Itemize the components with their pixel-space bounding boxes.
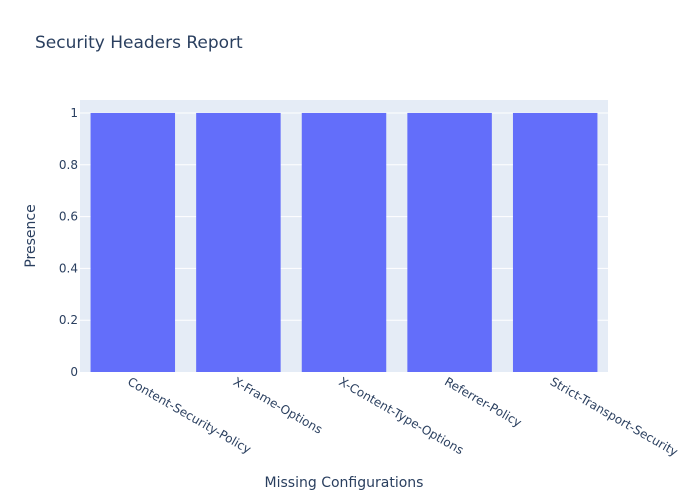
x-tick-label: X-Frame-Options <box>231 374 325 436</box>
bar[interactable] <box>301 112 387 372</box>
y-tick-label: 0.4 <box>59 261 78 275</box>
bars <box>90 112 598 372</box>
y-tick-label: 0.8 <box>59 158 78 172</box>
x-tick-label: Strict-Transport-Security <box>548 374 681 459</box>
bar[interactable] <box>196 112 281 372</box>
y-tick-label: 0.2 <box>59 313 78 327</box>
y-tick-label: 1 <box>70 106 78 120</box>
y-tick-label: 0 <box>70 365 78 379</box>
x-tick-label: Referrer-Policy <box>442 374 524 429</box>
bar[interactable] <box>407 112 492 372</box>
chart-title: Security Headers Report <box>35 33 243 53</box>
y-tick-label: 0.6 <box>59 210 78 224</box>
y-axis-title: Presence <box>23 204 39 267</box>
x-axis-title: Missing Configurations <box>265 475 424 491</box>
y-axis-ticks: 0 0.2 0.4 0.6 0.8 1 <box>59 106 78 379</box>
bar[interactable] <box>512 112 598 372</box>
bar[interactable] <box>90 112 176 372</box>
